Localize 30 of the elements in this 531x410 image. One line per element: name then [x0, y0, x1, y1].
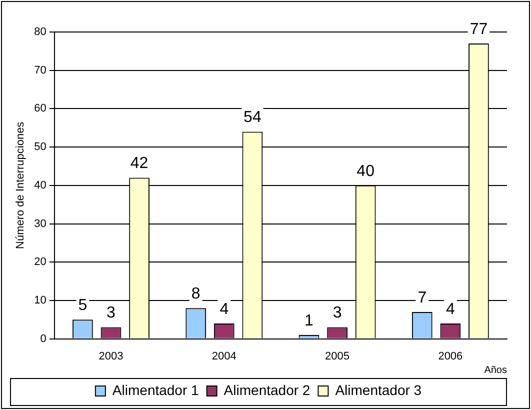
- y-tick-label: 40: [34, 179, 46, 192]
- y-axis-title: Número de Interrupciones: [14, 121, 27, 249]
- legend-label: Alimentador 3: [335, 382, 422, 398]
- data-label: 8: [191, 286, 200, 303]
- data-label: 77: [470, 20, 488, 38]
- data-label: 4: [446, 300, 455, 318]
- data-label: 40: [356, 162, 375, 180]
- data-label: 5: [78, 297, 88, 314]
- data-label: 4: [220, 300, 229, 318]
- legend-label: Alimentador 2: [224, 382, 310, 398]
- y-tick-label: 80: [34, 26, 46, 38]
- y-tick-label: 20: [34, 256, 46, 268]
- data-label: 54: [244, 109, 262, 126]
- data-label: 3: [106, 304, 116, 322]
- x-tick-label: 2003: [98, 350, 124, 362]
- data-label: 1: [304, 312, 314, 330]
- data-label: 7: [418, 289, 427, 306]
- y-tick-label: 60: [34, 102, 46, 115]
- x-tick-label: 2004: [212, 350, 236, 362]
- data-label: 42: [130, 155, 148, 172]
- y-tick-label: 10: [34, 294, 46, 306]
- y-tick-label: 50: [34, 141, 46, 154]
- x-axis-title: Años: [484, 364, 507, 376]
- x-tick-label: 2006: [438, 350, 463, 362]
- y-tick-label: 70: [34, 64, 46, 76]
- y-tick-label: 0: [40, 332, 46, 345]
- legend-label: Alimentador 1: [112, 382, 200, 398]
- x-tick-label: 2005: [325, 350, 350, 362]
- data-label: 3: [332, 304, 342, 322]
- y-tick-label: 30: [34, 218, 46, 230]
